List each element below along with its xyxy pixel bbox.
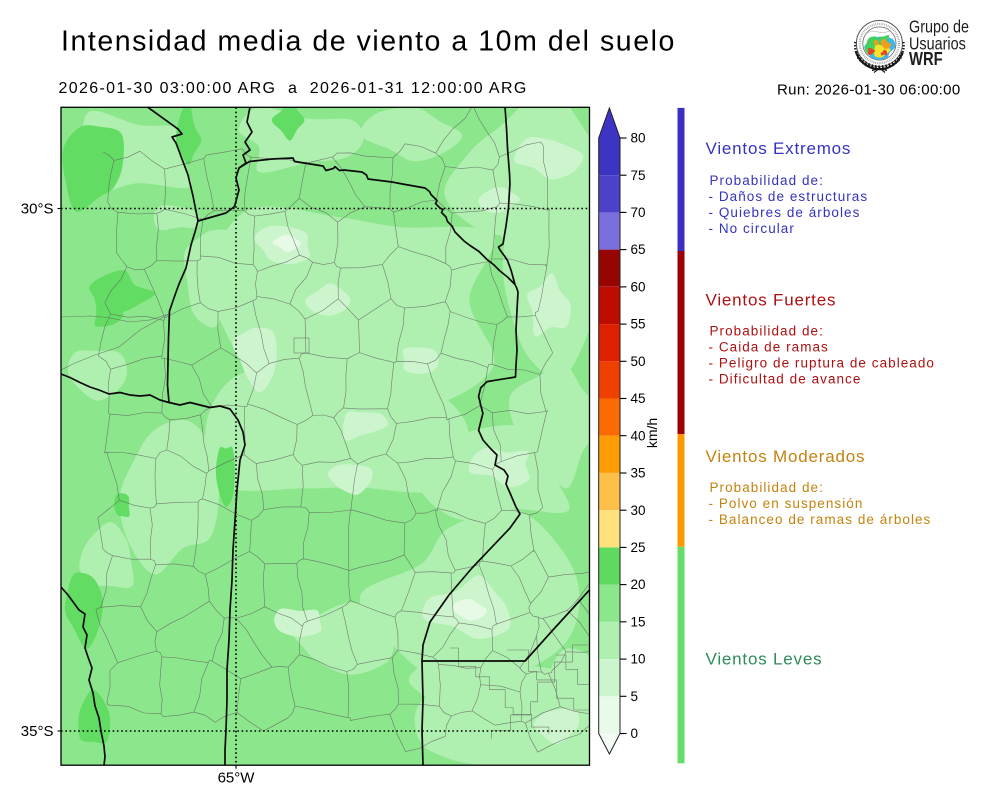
svg-text:- Balanceo de ramas de árboles: - Balanceo de ramas de árboles: [709, 512, 932, 527]
svg-text:10: 10: [631, 652, 646, 667]
svg-text:Vientos Moderados: Vientos Moderados: [706, 447, 866, 466]
svg-text:65: 65: [631, 242, 646, 257]
svg-text:35°S: 35°S: [21, 723, 54, 740]
svg-text:- Quiebres de árboles: - Quiebres de árboles: [709, 205, 861, 220]
svg-text:WRF: WRF: [909, 48, 943, 69]
svg-text:- Polvo en suspensión: - Polvo en suspensión: [709, 496, 864, 511]
svg-text:30°S: 30°S: [21, 201, 54, 218]
svg-text:50: 50: [631, 354, 646, 369]
svg-text:Vientos Fuertes: Vientos Fuertes: [706, 291, 837, 310]
svg-text:Usuarios: Usuarios: [909, 34, 966, 54]
svg-text:Intensidad media de viento a 1: Intensidad media de viento a 10m del sue…: [61, 25, 676, 57]
svg-text:Vientos Leves: Vientos Leves: [706, 650, 823, 669]
svg-text:40: 40: [631, 428, 646, 443]
svg-text:- Peligro de ruptura de cablea: - Peligro de ruptura de cableado: [709, 356, 935, 371]
svg-text:70: 70: [631, 205, 646, 220]
svg-text:35: 35: [631, 466, 646, 481]
svg-text:75: 75: [631, 168, 646, 183]
svg-text:Probabilidad de:: Probabilidad de:: [710, 323, 824, 338]
svg-text:- Dificultad de avance: - Dificultad de avance: [709, 372, 862, 387]
svg-text:80: 80: [631, 131, 646, 146]
svg-text:45: 45: [631, 391, 646, 406]
svg-text:2026-01-30 03:00:00 ARG a 20: 2026-01-30 03:00:00 ARG a 2026-01-31 12:…: [59, 80, 528, 97]
svg-text:- Caida de ramas: - Caida de ramas: [709, 340, 829, 355]
svg-text:km/h: km/h: [644, 418, 660, 448]
svg-text:60: 60: [631, 280, 646, 295]
svg-text:Vientos Extremos: Vientos Extremos: [706, 139, 852, 158]
svg-text:Grupo de: Grupo de: [909, 17, 969, 37]
svg-text:5: 5: [631, 689, 639, 704]
svg-text:- No circular: - No circular: [709, 221, 795, 236]
svg-text:- Daños de estructuras: - Daños de estructuras: [709, 189, 869, 204]
svg-text:65°W: 65°W: [218, 770, 256, 787]
svg-text:15: 15: [631, 614, 646, 629]
svg-text:25: 25: [631, 540, 646, 555]
svg-text:Probabilidad de:: Probabilidad de:: [710, 480, 824, 495]
svg-text:Probabilidad de:: Probabilidad de:: [710, 173, 824, 188]
svg-text:30: 30: [631, 503, 646, 518]
svg-text:Run: 2026-01-30 06:00:00: Run: 2026-01-30 06:00:00: [777, 81, 961, 98]
svg-text:0: 0: [631, 726, 639, 741]
svg-text:20: 20: [631, 577, 646, 592]
svg-text:55: 55: [631, 317, 646, 332]
